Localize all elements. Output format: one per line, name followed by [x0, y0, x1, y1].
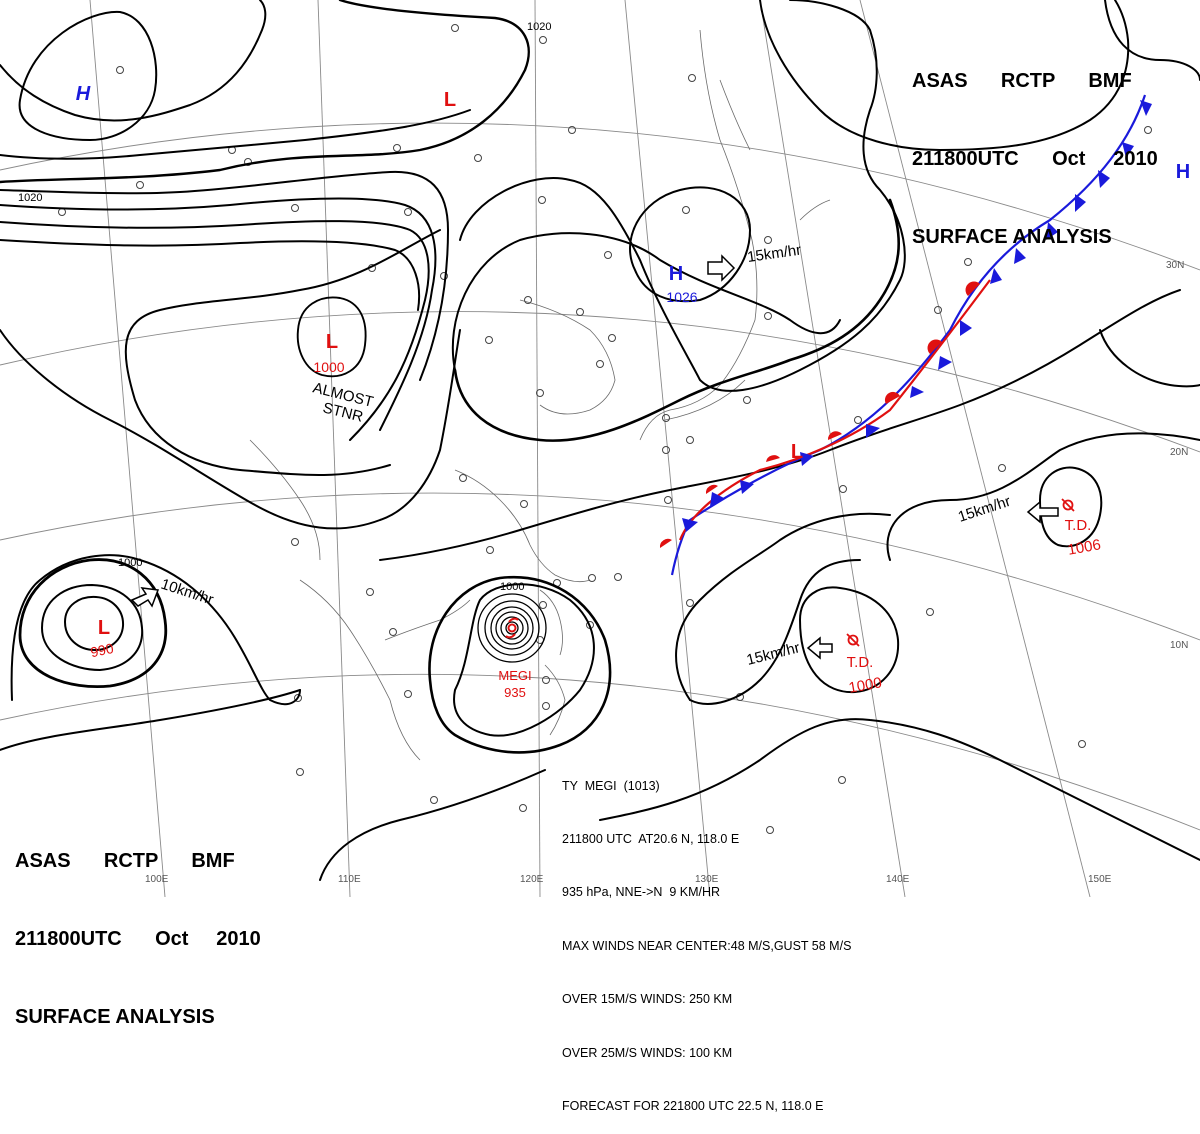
chart-header-top: ASAS RCTP BMF 211800UTC Oct 2010 SURFACE… — [912, 16, 1158, 276]
low-pressure-symbol: L — [444, 89, 456, 111]
info-line: 935 hPa, NNE->N 9 KM/HR — [562, 884, 851, 902]
lon-label: 150E — [1088, 874, 1112, 885]
lat-label: 30N — [1166, 260, 1184, 271]
header-line: ASAS RCTP BMF — [15, 848, 261, 874]
header-year: 2010 — [216, 928, 261, 950]
high-pressure-symbol: H — [669, 263, 683, 285]
low-pressure-symbol: L — [791, 441, 803, 463]
isobar-label: 1000 — [500, 581, 524, 593]
header-line: 211800UTC Oct 2010 — [912, 146, 1158, 172]
low-pressure-symbol: L — [98, 617, 110, 639]
isobar-label: 1000 — [118, 557, 142, 569]
chart-header-bottom: ASAS RCTP BMF 211800UTC Oct 2010 SURFACE… — [15, 796, 261, 1056]
info-line: OVER 25M/S WINDS: 100 KM — [562, 1045, 851, 1063]
info-line: 211800 UTC AT20.6 N, 118.0 E — [562, 831, 851, 849]
header-agency: BMF — [191, 850, 234, 872]
high-pressure-value: 1026 — [666, 289, 697, 305]
header-title: SURFACE ANALYSIS — [15, 1004, 261, 1030]
info-line: MAX WINDS NEAR CENTER:48 M/S,GUST 58 M/S — [562, 938, 851, 956]
header-agency: ASAS — [912, 70, 968, 92]
header-line: 211800UTC Oct 2010 — [15, 926, 261, 952]
info-line: TY MEGI (1013) — [562, 778, 851, 796]
lon-label: 140E — [886, 874, 910, 885]
storm-name: MEGI — [498, 668, 531, 683]
lon-label: 120E — [520, 874, 544, 885]
storm-name: T.D. — [847, 654, 874, 671]
header-time: 211800UTC — [15, 928, 122, 950]
isobar-label: 1020 — [18, 192, 42, 204]
header-agency: ASAS — [15, 850, 71, 872]
low-pressure-symbol: L — [326, 331, 338, 353]
header-year: 2010 — [1113, 148, 1158, 170]
storm-name: T.D. — [1065, 517, 1092, 534]
lat-label: 20N — [1170, 447, 1188, 458]
header-line: ASAS RCTP BMF — [912, 68, 1158, 94]
low-pressure-value: 1000 — [313, 359, 344, 375]
header-agency: RCTP — [1001, 70, 1055, 92]
typhoon-info-block: TY MEGI (1013) 211800 UTC AT20.6 N, 118.… — [562, 742, 851, 1134]
high-pressure-symbol: H — [1176, 161, 1190, 183]
header-agency: BMF — [1088, 70, 1131, 92]
header-agency: RCTP — [104, 850, 158, 872]
isobar-label: 1020 — [527, 21, 551, 33]
header-month: Oct — [155, 928, 188, 950]
header-time: 211800UTC — [912, 148, 1019, 170]
header-month: Oct — [1052, 148, 1085, 170]
lat-label: 10N — [1170, 640, 1188, 651]
storm-pressure: 935 — [504, 685, 526, 700]
header-title: SURFACE ANALYSIS — [912, 224, 1158, 250]
lon-label: 110E — [338, 874, 361, 885]
info-line: OVER 15M/S WINDS: 250 KM — [562, 991, 851, 1009]
high-pressure-symbol: H — [76, 83, 91, 105]
info-line: FORECAST FOR 221800 UTC 22.5 N, 118.0 E — [562, 1098, 851, 1116]
